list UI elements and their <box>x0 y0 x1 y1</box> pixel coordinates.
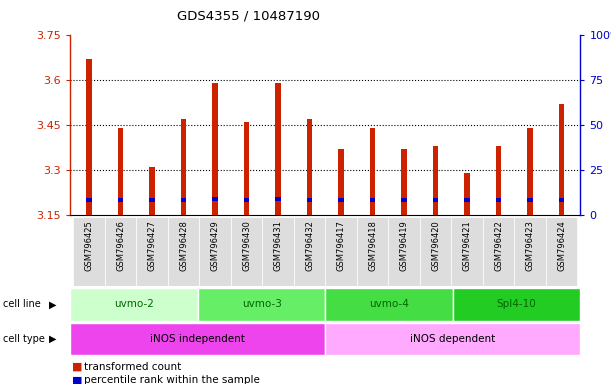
FancyBboxPatch shape <box>198 288 325 321</box>
FancyBboxPatch shape <box>325 323 580 355</box>
Text: ▶: ▶ <box>49 334 57 344</box>
FancyBboxPatch shape <box>389 217 420 286</box>
Bar <box>558 104 565 215</box>
Text: GSM796432: GSM796432 <box>305 220 314 271</box>
Bar <box>464 173 470 215</box>
Bar <box>86 198 92 202</box>
Bar <box>464 198 470 202</box>
FancyBboxPatch shape <box>199 217 231 286</box>
FancyBboxPatch shape <box>357 217 389 286</box>
Bar <box>212 83 218 215</box>
FancyBboxPatch shape <box>294 217 325 286</box>
FancyBboxPatch shape <box>420 217 452 286</box>
Text: uvmo-3: uvmo-3 <box>241 299 282 310</box>
Text: ■: ■ <box>72 362 82 372</box>
Bar <box>212 197 218 201</box>
Bar <box>370 128 375 215</box>
Bar <box>527 198 533 202</box>
FancyBboxPatch shape <box>231 217 262 286</box>
Bar <box>401 149 407 215</box>
FancyBboxPatch shape <box>546 217 577 286</box>
Bar <box>496 198 502 202</box>
Bar <box>401 198 407 202</box>
Text: GSM796427: GSM796427 <box>148 220 156 271</box>
Bar <box>338 149 344 215</box>
Text: GSM796425: GSM796425 <box>85 220 93 271</box>
Bar <box>307 119 312 215</box>
Text: ■: ■ <box>72 375 82 384</box>
Text: ▶: ▶ <box>49 299 57 310</box>
Text: iNOS dependent: iNOS dependent <box>410 334 496 344</box>
FancyBboxPatch shape <box>70 323 325 355</box>
Text: GSM796430: GSM796430 <box>242 220 251 271</box>
FancyBboxPatch shape <box>136 217 168 286</box>
Text: GSM796417: GSM796417 <box>337 220 346 271</box>
Text: GSM796420: GSM796420 <box>431 220 440 271</box>
Text: GSM796421: GSM796421 <box>463 220 472 271</box>
FancyBboxPatch shape <box>73 217 105 286</box>
FancyBboxPatch shape <box>483 217 514 286</box>
Text: GSM796429: GSM796429 <box>211 220 219 271</box>
Bar <box>181 198 186 202</box>
Text: GSM796426: GSM796426 <box>116 220 125 271</box>
Text: GSM796431: GSM796431 <box>274 220 283 271</box>
Bar <box>338 198 344 202</box>
Text: uvmo-4: uvmo-4 <box>369 299 409 310</box>
Bar <box>558 198 565 202</box>
Text: cell type: cell type <box>3 334 45 344</box>
Bar <box>307 198 312 202</box>
Text: Spl4-10: Spl4-10 <box>497 299 536 310</box>
Bar <box>276 83 281 215</box>
Bar <box>496 146 502 215</box>
Text: cell line: cell line <box>3 299 41 310</box>
Bar <box>118 198 123 202</box>
Text: GSM796428: GSM796428 <box>179 220 188 271</box>
Text: GSM796418: GSM796418 <box>368 220 377 271</box>
Text: GDS4355 / 10487190: GDS4355 / 10487190 <box>177 10 320 23</box>
FancyBboxPatch shape <box>452 217 483 286</box>
Bar <box>433 198 439 202</box>
Bar <box>244 122 249 215</box>
FancyBboxPatch shape <box>168 217 199 286</box>
Bar <box>370 198 375 202</box>
FancyBboxPatch shape <box>514 217 546 286</box>
FancyBboxPatch shape <box>105 217 136 286</box>
Bar <box>149 167 155 215</box>
Text: GSM796424: GSM796424 <box>557 220 566 271</box>
Text: GSM796422: GSM796422 <box>494 220 503 271</box>
Bar <box>118 128 123 215</box>
FancyBboxPatch shape <box>325 217 357 286</box>
Bar <box>276 197 281 201</box>
Bar <box>149 198 155 202</box>
FancyBboxPatch shape <box>70 288 198 321</box>
Text: GSM796419: GSM796419 <box>400 220 409 271</box>
Text: uvmo-2: uvmo-2 <box>114 299 154 310</box>
Bar <box>181 119 186 215</box>
Bar <box>86 59 92 215</box>
FancyBboxPatch shape <box>453 288 580 321</box>
FancyBboxPatch shape <box>262 217 294 286</box>
Text: transformed count: transformed count <box>84 362 181 372</box>
Text: iNOS independent: iNOS independent <box>150 334 245 344</box>
FancyBboxPatch shape <box>325 288 453 321</box>
Bar <box>244 198 249 202</box>
Bar <box>527 128 533 215</box>
Bar <box>433 146 439 215</box>
Text: percentile rank within the sample: percentile rank within the sample <box>84 375 260 384</box>
Text: GSM796423: GSM796423 <box>525 220 535 271</box>
